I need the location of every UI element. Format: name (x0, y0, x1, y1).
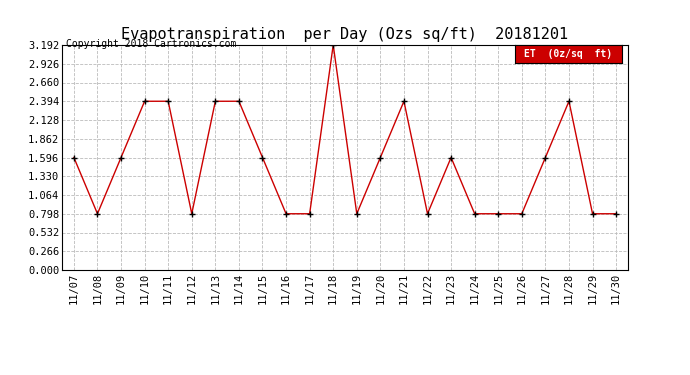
Title: Evapotranspiration  per Day (Ozs sq/ft)  20181201: Evapotranspiration per Day (Ozs sq/ft) 2… (121, 27, 569, 42)
Text: Copyright 2018 Cartronics.com: Copyright 2018 Cartronics.com (66, 39, 236, 50)
